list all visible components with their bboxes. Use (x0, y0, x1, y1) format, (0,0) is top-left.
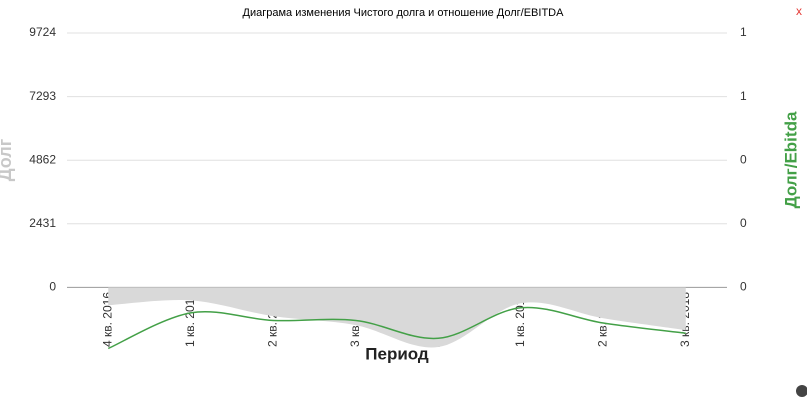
x-tick-label: 1 кв. 2018 (513, 292, 527, 347)
y-tick-label: 7293 (29, 89, 56, 103)
y-tick-label: 4862 (29, 152, 56, 166)
y2-tick-label: 1 (740, 25, 747, 39)
y-axis-title: Долг (0, 138, 15, 181)
y2-tick-label: 0 (740, 216, 747, 230)
y2-tick-label: 1 (740, 89, 747, 103)
y2-tick-label: 0 (740, 280, 747, 294)
line (107, 306, 686, 350)
x-axis-title: Период (365, 344, 429, 363)
y-tick-label: 2431 (29, 216, 56, 230)
close-button[interactable]: x (796, 4, 802, 18)
area (108, 287, 686, 348)
x-tick-label: 1 кв. 2017 (183, 292, 197, 347)
x-tick-label: 4 кв. 2016 (100, 292, 114, 347)
chart-title: Диаграма изменения Чистого долга и отнош… (243, 7, 565, 19)
y-tick-label: 0 (49, 280, 56, 294)
corner-icon (796, 385, 807, 397)
y2-tick-label: 0 (740, 152, 747, 166)
y2-axis-title: Долг/Ebitda (781, 111, 800, 208)
y-tick-label: 9724 (29, 25, 56, 39)
